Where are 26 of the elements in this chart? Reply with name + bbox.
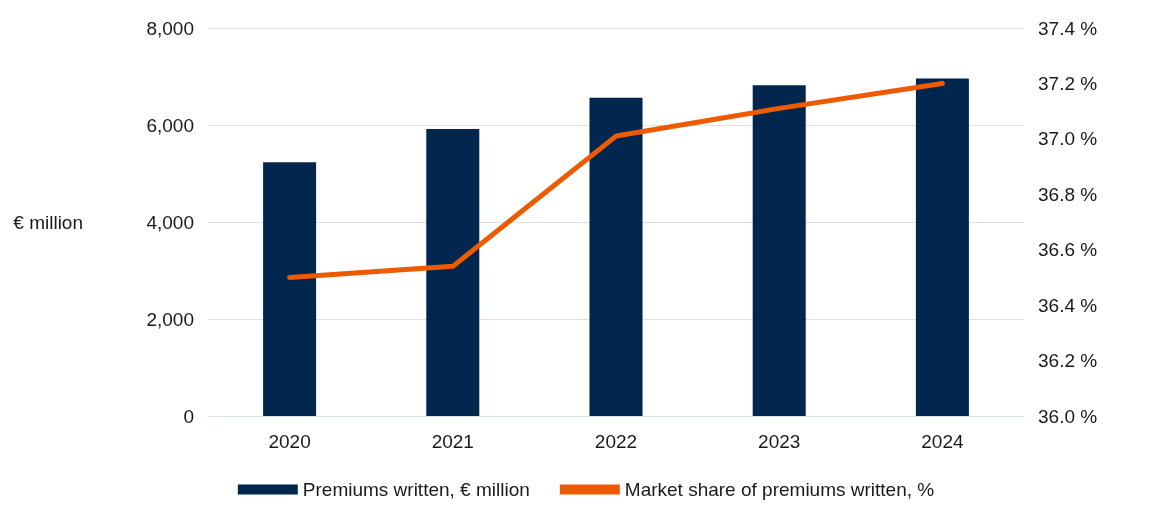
legend-label: Premiums written, € million (302, 479, 530, 500)
y2-tick-label: 37.0 % (1038, 128, 1098, 150)
y-tick-label: 6,000 (146, 114, 194, 136)
y2-tick-label: 36.8 % (1038, 183, 1098, 205)
y2-tick-label: 36.4 % (1038, 294, 1098, 316)
bar (426, 128, 480, 416)
bar (915, 78, 969, 416)
y-tick-label: 4,000 (146, 211, 194, 233)
y2-tick-label: 36.2 % (1038, 350, 1098, 372)
y2-tick-label: 37.4 % (1038, 17, 1098, 39)
bar (752, 85, 806, 416)
y-axis-title: € million (13, 211, 83, 233)
x-tick-label: 2020 (268, 431, 311, 452)
x-tick-label: 2021 (431, 431, 474, 452)
bar (589, 97, 643, 416)
x-tick-label: 2024 (921, 431, 964, 452)
y-tick-label: 0 (183, 405, 194, 427)
legend-label: Market share of premiums written, % (624, 479, 935, 500)
y-tick-label: 2,000 (146, 308, 194, 330)
x-tick-label: 2022 (594, 431, 638, 452)
y-tick-label: 8,000 (146, 17, 194, 39)
y2-tick-label: 36.6 % (1038, 239, 1098, 261)
y2-tick-label: 36.0 % (1038, 405, 1098, 427)
x-tick-label: 2023 (758, 431, 801, 452)
bar (263, 162, 317, 416)
y2-tick-label: 37.2 % (1038, 72, 1098, 94)
